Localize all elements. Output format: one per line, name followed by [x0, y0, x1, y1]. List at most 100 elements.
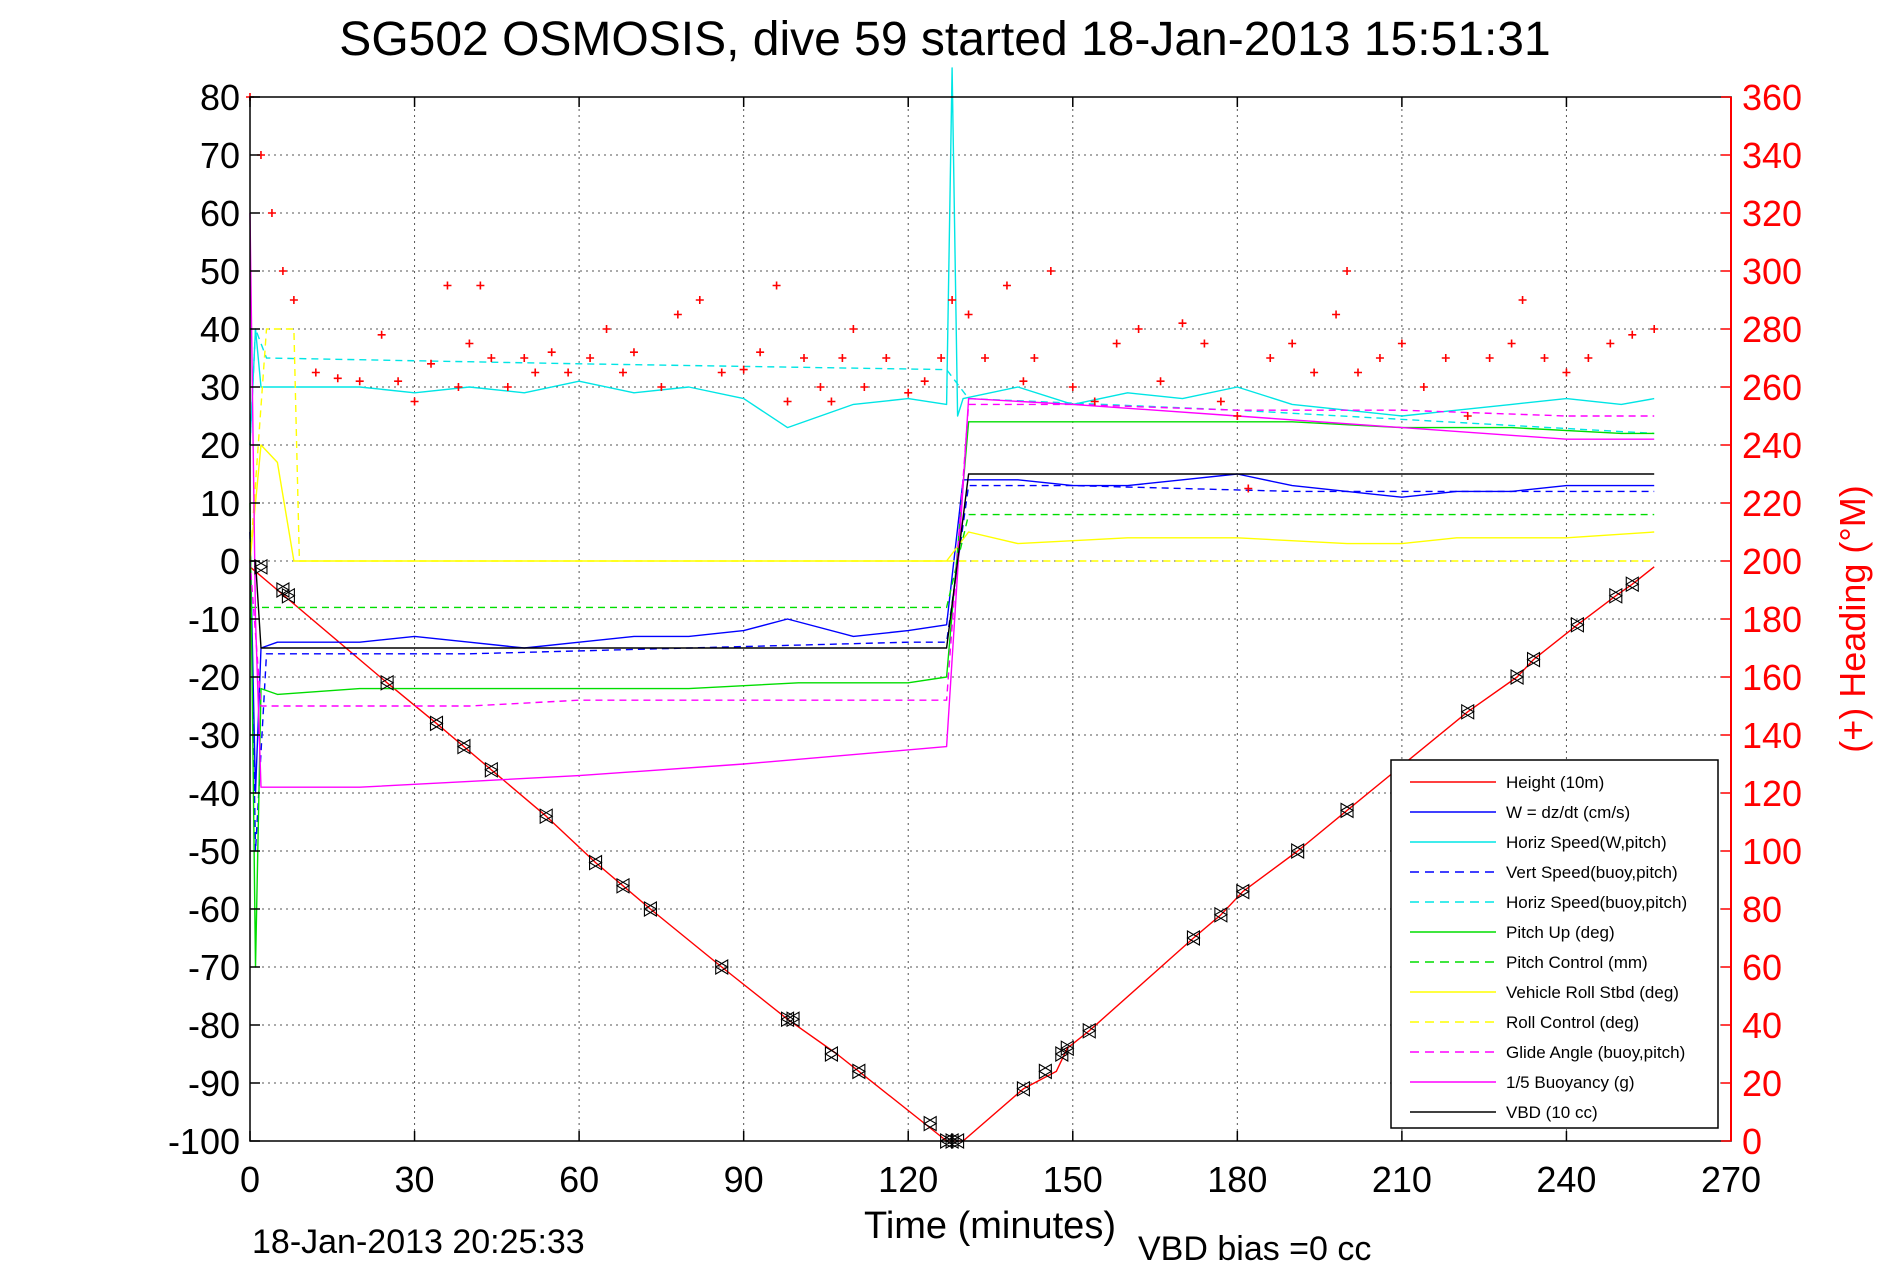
y2-tick-label: 260: [1742, 367, 1802, 408]
heading-point: [1002, 281, 1011, 290]
series-line-0: [249, 566, 1655, 1142]
height-marker: [1016, 1080, 1031, 1097]
heading-point: [1310, 368, 1319, 377]
legend-label: Pitch Up (deg): [1506, 923, 1615, 942]
heading-point: [1233, 412, 1242, 420]
heading-point: [920, 377, 929, 386]
height-marker: [1339, 802, 1355, 819]
height-marker: [1186, 930, 1201, 946]
y2-tick-label: 300: [1742, 251, 1802, 292]
heading-point: [531, 368, 540, 377]
series-line-6: [250, 513, 1655, 609]
heading-point: [377, 330, 386, 339]
height-marker: [1290, 843, 1305, 859]
heading-point: [772, 281, 781, 290]
legend-label: Horiz Speed(buoy,pitch): [1506, 893, 1687, 912]
series-line-1: [249, 473, 1655, 794]
y-tick-label: 10: [200, 483, 240, 524]
heading-point: [267, 209, 276, 217]
y-tick-label: -80: [188, 1005, 240, 1046]
x-axis-label: Time (minutes): [864, 1205, 1116, 1247]
y2-tick-label: 100: [1742, 831, 1802, 872]
height-marker: [1235, 883, 1250, 900]
x-tick-label: 0: [240, 1159, 260, 1200]
height-marker: [1060, 1040, 1075, 1057]
legend-label: W = dz/dt (cm/s): [1506, 803, 1630, 822]
x-tick-label: 150: [1043, 1159, 1103, 1200]
x-tick-label: 60: [559, 1159, 599, 1200]
heading-point: [948, 296, 957, 304]
height-marker: [1038, 1063, 1053, 1080]
heading-point: [1046, 267, 1055, 275]
legend-label: Height (10m): [1506, 773, 1604, 792]
heading-point: [964, 310, 973, 319]
height-marker: [1570, 616, 1585, 633]
heading-point: [487, 354, 496, 362]
heading-point: [1090, 397, 1099, 406]
vbd-bias-label: VBD bias =0 cc: [1138, 1230, 1371, 1262]
legend-box: [1390, 759, 1719, 1129]
height-marker: [253, 558, 269, 575]
height-marker: [785, 1011, 801, 1028]
legend: Height (10m) W = dz/dt (cm/s) Horiz Speed(…: [1390, 759, 1719, 1129]
y2-tick-label: 60: [1742, 947, 1782, 988]
y2-tick-label: 140: [1742, 715, 1802, 756]
heading-point: [800, 354, 809, 362]
legend-label: Vert Speed(buoy,pitch): [1506, 863, 1678, 882]
series-line-3: [249, 484, 1655, 852]
y2-tick-label: 280: [1742, 309, 1802, 350]
height-marker: [714, 959, 729, 975]
heading-point: [1332, 310, 1341, 319]
series-line-2: [249, 67, 1655, 446]
x-tick-label: 210: [1372, 1159, 1432, 1200]
heading-point: [1441, 354, 1450, 362]
heading-point: [547, 348, 556, 357]
heading-point: [443, 281, 452, 290]
legend-label: Pitch Control (mm): [1506, 953, 1648, 972]
height-marker: [1625, 576, 1640, 593]
heading-point: [937, 354, 946, 362]
series-line-10: [249, 212, 1655, 788]
heading-point: [1156, 377, 1165, 386]
heading-point: [333, 374, 342, 383]
heading-point: [717, 368, 726, 377]
heading-point: [465, 339, 474, 348]
heading-point: [1628, 330, 1637, 339]
heading-point: [1419, 383, 1428, 391]
y2-tick-label: 120: [1742, 773, 1802, 814]
series-line-4: [249, 328, 1655, 446]
heading-point: [673, 310, 682, 319]
height-marker: [380, 674, 395, 691]
heading-point: [1030, 354, 1039, 362]
heading-point: [1584, 354, 1593, 362]
heading-point: [695, 296, 704, 304]
heading-point: [1650, 325, 1659, 333]
x-tick-label: 30: [395, 1159, 435, 1200]
height-marker: [1213, 906, 1228, 923]
height-marker: [1082, 1022, 1097, 1039]
heading-point: [981, 354, 990, 362]
heading-point: [1518, 296, 1527, 304]
y-tick-label: 80: [200, 77, 240, 118]
y-tick-label: -60: [188, 889, 240, 930]
y-tick-label: -40: [188, 773, 240, 814]
heading-point: [427, 359, 436, 368]
legend-label: Glide Angle (buoy,pitch): [1506, 1043, 1685, 1062]
y-axis-left: 80 70 60 50 40 30 20 10 0 -10 -20 -30 -40 -50 -60 -70 -8…: [168, 77, 260, 1162]
heading-point: [1068, 383, 1077, 391]
y2-tick-label: 320: [1742, 193, 1802, 234]
height-marker: [824, 1046, 839, 1062]
height-marker: [484, 761, 499, 778]
x-axis: 0 30 60 90 120 150 180 210 240 270: [240, 97, 1761, 1200]
heading-point: [1540, 354, 1549, 362]
height-marker: [851, 1063, 866, 1080]
y-axis-right: 3603403203002802602402202001801601401201…: [1721, 77, 1802, 1162]
height-marker: [615, 877, 631, 894]
legend-label: VBD (10 cc): [1506, 1103, 1598, 1122]
heading-point: [1216, 397, 1225, 406]
height-marker: [923, 1115, 938, 1132]
heading-point: [564, 368, 573, 377]
heading-point: [476, 281, 485, 290]
y-tick-label: 0: [220, 541, 240, 582]
